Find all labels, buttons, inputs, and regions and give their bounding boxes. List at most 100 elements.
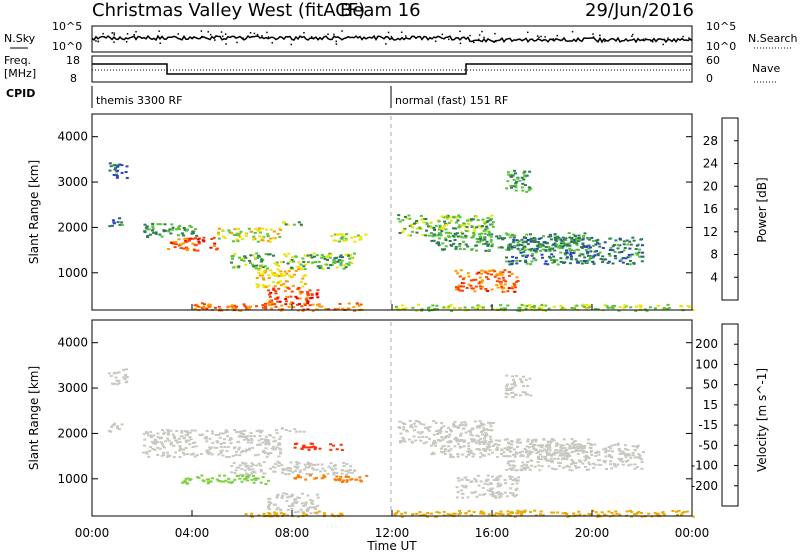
- velocity-cell: [495, 446, 499, 449]
- velocity-cell: [515, 482, 519, 485]
- power-cell: [485, 240, 489, 243]
- velocity-cell: [271, 465, 275, 468]
- velocity-cell: [230, 465, 234, 468]
- velocity-cell: [509, 388, 513, 391]
- velocity-cell: [559, 453, 563, 456]
- power-cell: [193, 304, 197, 307]
- velocity-cell: [250, 512, 254, 515]
- power-cell: [599, 258, 603, 260]
- power-cell: [585, 307, 589, 310]
- nsearch-dot: [688, 37, 690, 39]
- power-cell: [231, 307, 235, 309]
- power-cell: [662, 307, 666, 310]
- power-cell: [303, 263, 307, 266]
- power-cell: [514, 259, 518, 262]
- power-cell: [403, 215, 407, 218]
- power-cell: [257, 227, 261, 230]
- velocity-cell: [491, 445, 495, 447]
- power-cell: [348, 257, 352, 260]
- power-cell: [420, 309, 424, 312]
- velocity-cell: [281, 467, 285, 470]
- velocity-cell: [617, 457, 621, 460]
- velocity-cell: [339, 443, 343, 446]
- power-cell: [278, 274, 281, 277]
- power-cell: [524, 307, 528, 310]
- velocity-cell: [467, 453, 471, 456]
- power-cell: [542, 304, 546, 307]
- power-cell: [276, 268, 280, 271]
- velocity-cell: [544, 445, 548, 448]
- power-cell: [341, 235, 345, 238]
- velocity-cell: [512, 381, 516, 384]
- power-cell: [461, 285, 465, 288]
- velocity-cell: [528, 453, 532, 455]
- velocity-cell: [293, 446, 297, 449]
- nsearch-dot: [341, 30, 343, 32]
- power-cell: [353, 235, 357, 238]
- velocity-cell: [233, 472, 237, 474]
- velocity-cell: [419, 439, 423, 442]
- velocity-cell: [238, 454, 242, 457]
- power-cell: [511, 285, 515, 288]
- power-cell: [636, 253, 640, 256]
- velocity-cell: [458, 509, 462, 512]
- nsearch-dot: [113, 32, 115, 34]
- nsearch-dot: [571, 30, 574, 33]
- nsearch-dot: [327, 33, 329, 35]
- velocity-cell: [408, 419, 412, 422]
- velocity-cell: [524, 378, 528, 381]
- power-cell: [330, 235, 334, 238]
- power-cell: [490, 273, 493, 276]
- power-cell: [411, 306, 415, 309]
- velocity-cell: [115, 379, 119, 382]
- velocity-cell: [443, 436, 447, 439]
- velocity-cell: [593, 463, 597, 466]
- power-cell: [529, 263, 533, 266]
- velocity-cell: [443, 450, 447, 453]
- velocity-cell: [214, 434, 218, 436]
- power-cell: [358, 238, 362, 241]
- velocity-cell: [311, 506, 314, 509]
- power-cell: [496, 286, 500, 289]
- velocity-cell: [188, 436, 192, 439]
- velocity-cell: [609, 460, 613, 463]
- velocity-cell: [448, 433, 452, 436]
- power-cell: [500, 273, 504, 276]
- velocity-cell: [478, 426, 481, 429]
- nsearch-dot: [253, 32, 256, 35]
- velocity-cell: [456, 455, 460, 458]
- power-cell: [191, 242, 195, 245]
- velocity-cell: [286, 469, 290, 472]
- velocity-cell: [217, 479, 221, 482]
- nsearch-dot: [113, 41, 115, 43]
- velocity-cell: [571, 442, 575, 445]
- velocity-cell: [520, 512, 524, 515]
- velocity-cell: [489, 483, 493, 485]
- power-cell: [279, 270, 283, 273]
- velocity-cell: [293, 498, 296, 501]
- power-cell: [601, 255, 605, 258]
- power-cell: [509, 247, 513, 250]
- power-cell: [248, 305, 252, 308]
- velocity-cell: [487, 453, 491, 456]
- power-cell: [469, 219, 473, 222]
- velocity-cell: [513, 453, 517, 456]
- x-tick-label: 04:00: [175, 526, 210, 540]
- velocity-cell: [246, 441, 250, 444]
- power-cell: [431, 304, 435, 307]
- power-cell: [274, 305, 278, 308]
- velocity-cell: [478, 493, 482, 496]
- power-cell: [303, 268, 307, 271]
- power-cell: [497, 273, 501, 276]
- velocity-cell: [315, 476, 318, 479]
- power-cell: [603, 241, 607, 244]
- velocity-cell: [218, 436, 222, 439]
- power-cell: [513, 234, 517, 237]
- power-cell: [415, 309, 419, 312]
- velocity-cell: [563, 450, 567, 453]
- velocity-cell: [183, 436, 186, 439]
- velocity-cell: [682, 511, 686, 513]
- nsearch-dot: [527, 31, 529, 34]
- velocity-cell: [545, 458, 549, 461]
- power-cell: [300, 268, 304, 271]
